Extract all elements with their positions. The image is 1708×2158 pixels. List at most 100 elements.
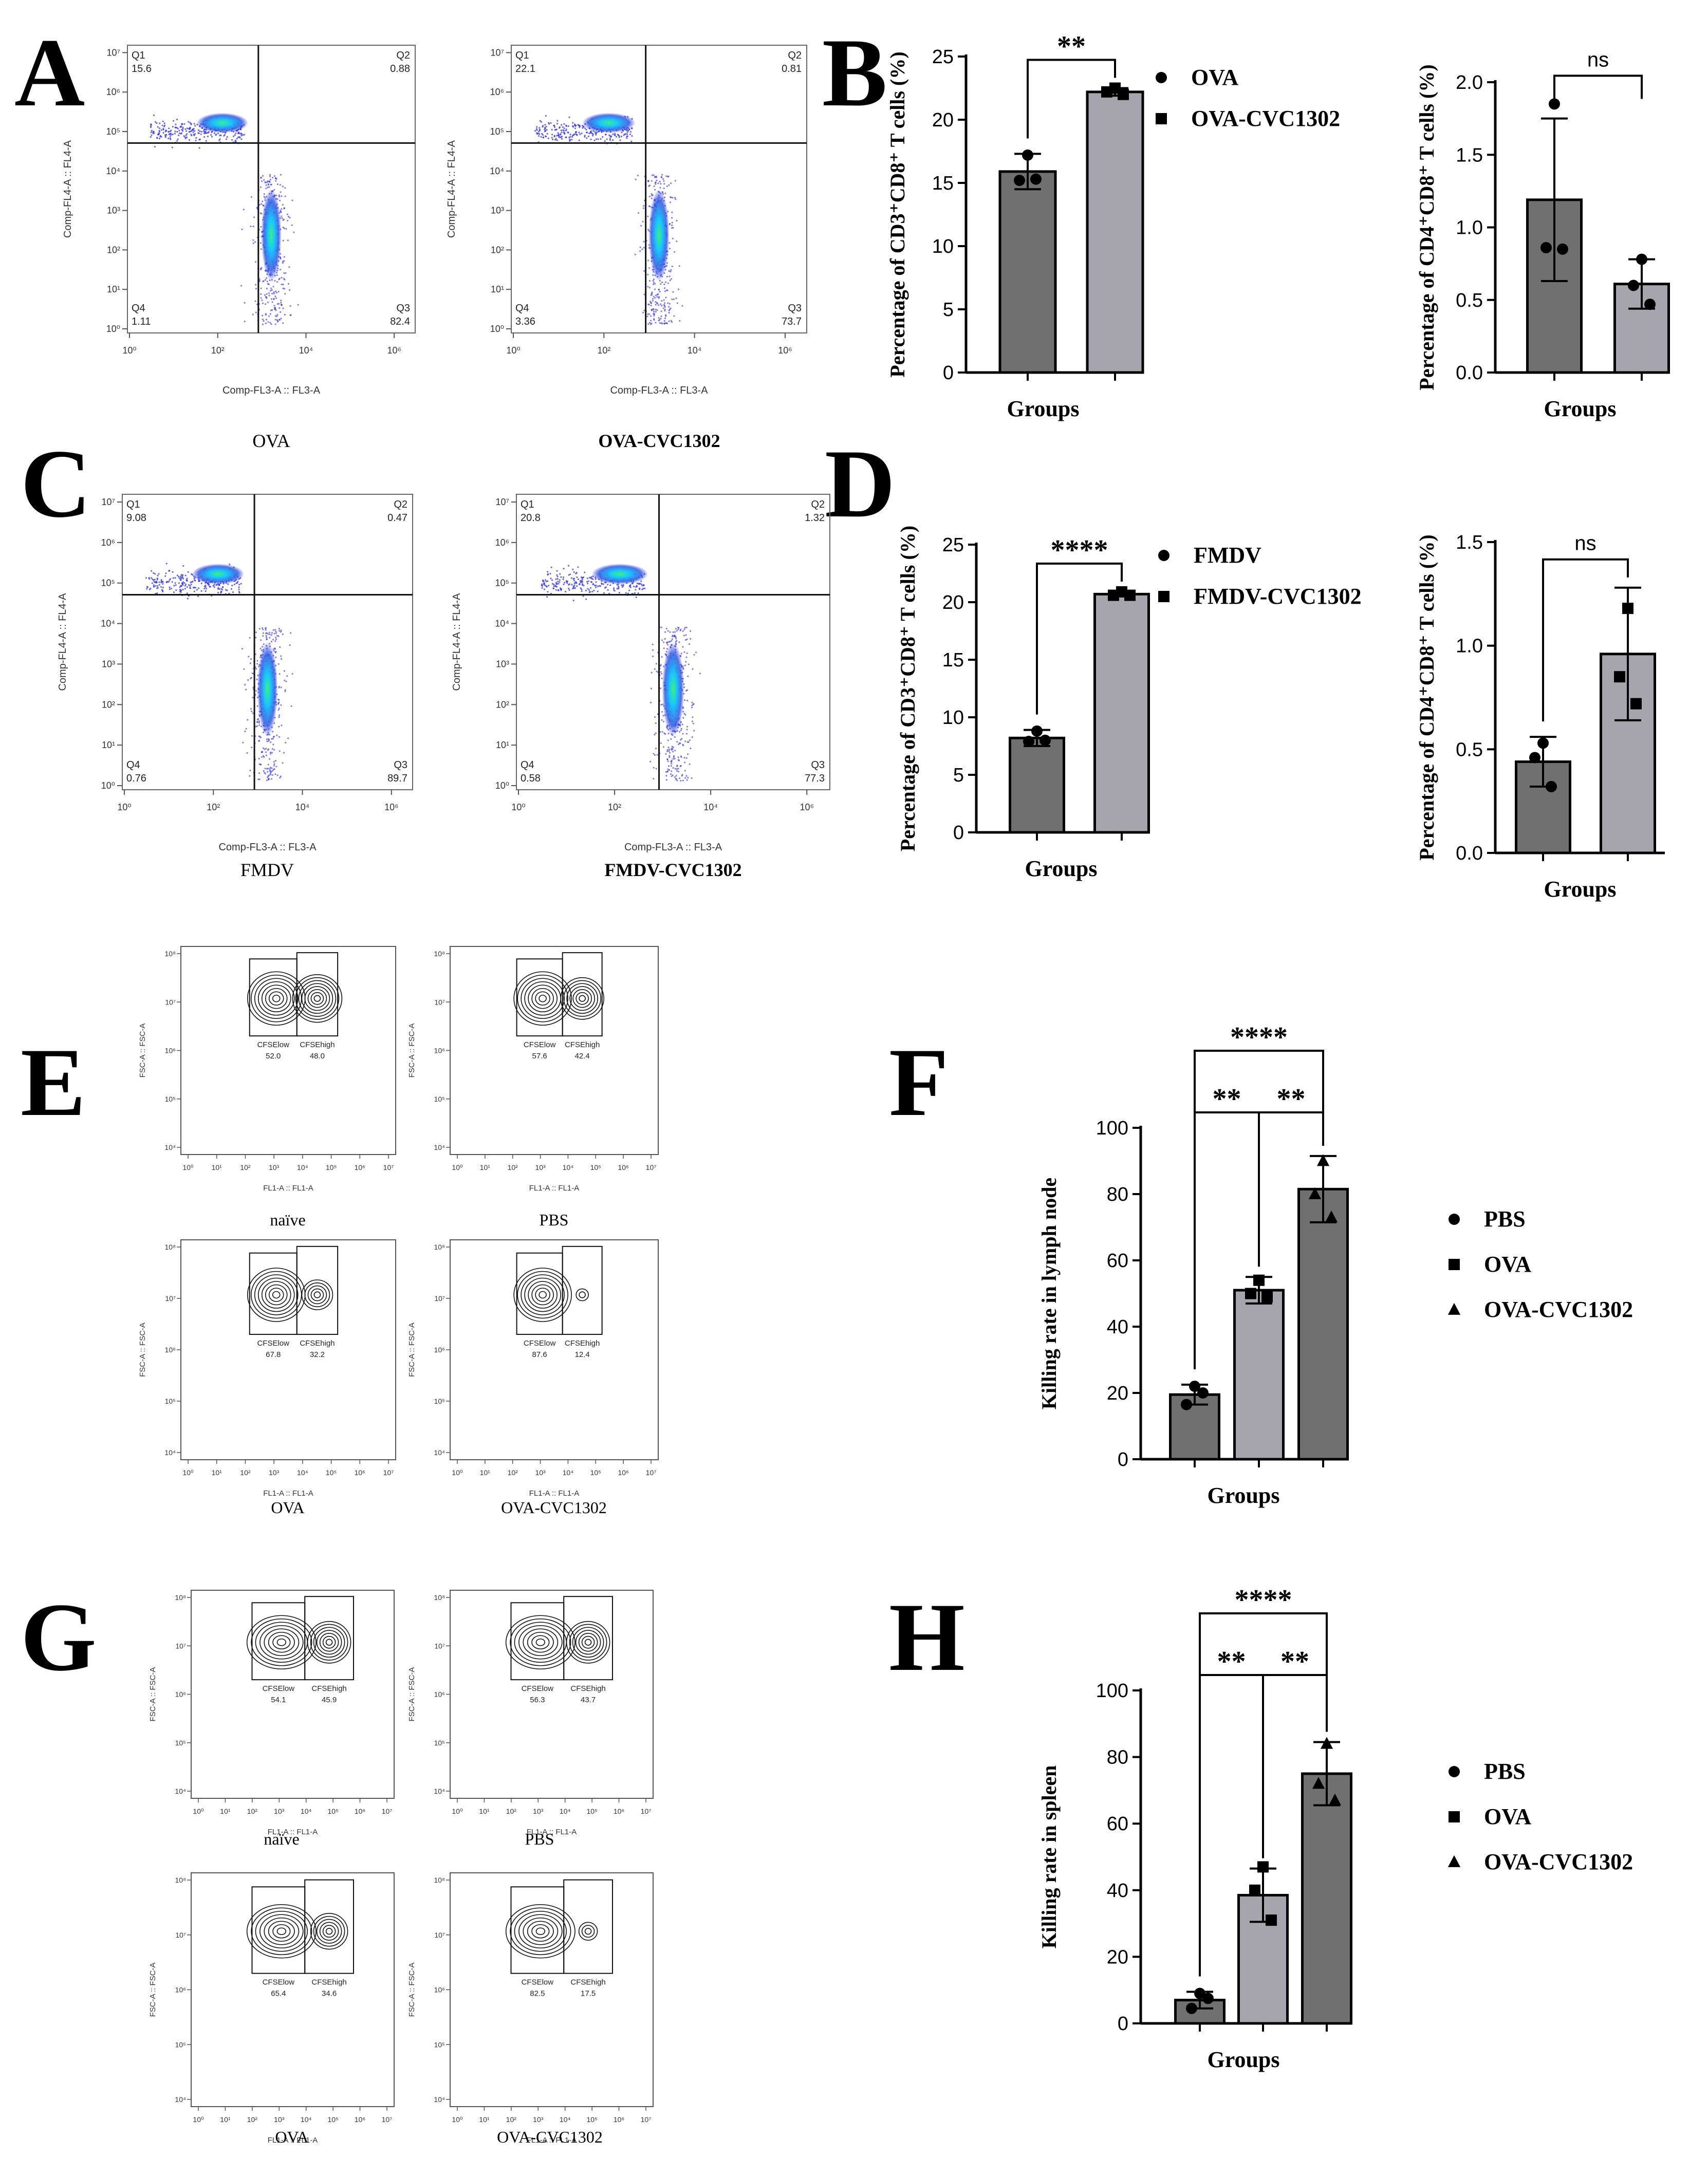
event-dot bbox=[541, 133, 543, 135]
event-dot bbox=[266, 319, 268, 321]
event-dot bbox=[186, 586, 188, 588]
event-dot bbox=[212, 585, 214, 587]
quadrant-value-q1: 22.1 bbox=[515, 63, 535, 75]
event-dot bbox=[684, 627, 686, 629]
y-tick-label: 10⁴ bbox=[434, 1448, 445, 1457]
event-dot bbox=[663, 187, 665, 190]
event-dot bbox=[597, 138, 599, 140]
y-tick-label: 10⁴ bbox=[175, 2095, 186, 2104]
x-tick-label: 10⁶ bbox=[800, 802, 813, 812]
event-dot bbox=[254, 653, 256, 655]
event-dot bbox=[284, 313, 286, 316]
event-dot bbox=[255, 311, 257, 313]
y-tick-label: 15 bbox=[932, 173, 954, 194]
event-dot bbox=[273, 189, 275, 191]
event-dot bbox=[653, 753, 655, 755]
event-dot bbox=[269, 768, 271, 770]
data-point bbox=[1636, 253, 1647, 265]
event-dot bbox=[676, 770, 678, 772]
x-tick-label: 10⁵ bbox=[326, 1468, 337, 1477]
event-dot bbox=[664, 192, 666, 194]
event-dot bbox=[156, 578, 158, 580]
event-dot bbox=[636, 582, 638, 584]
panel-letter-h: H bbox=[889, 1584, 965, 1691]
event-dot bbox=[289, 314, 291, 316]
event-dot bbox=[546, 133, 548, 135]
x-axis-label: Groups bbox=[1007, 396, 1079, 421]
y-tick-label: 10⁴ bbox=[106, 166, 120, 176]
event-dot bbox=[286, 213, 289, 215]
event-dot bbox=[551, 128, 553, 131]
event-dot bbox=[261, 751, 264, 753]
event-dot bbox=[664, 631, 666, 633]
event-dot bbox=[213, 586, 215, 588]
data-point bbox=[1546, 780, 1557, 792]
y-tick-label: 10³ bbox=[491, 206, 504, 216]
x-tick-label: 10⁷ bbox=[641, 2115, 652, 2124]
event-dot bbox=[278, 716, 280, 718]
event-dot bbox=[682, 717, 684, 719]
x-axis-label: FL1-A :: FL1-A bbox=[263, 1184, 313, 1193]
event-dot bbox=[669, 756, 671, 758]
event-dot bbox=[267, 283, 269, 285]
event-dot bbox=[669, 308, 671, 310]
event-dot bbox=[651, 672, 653, 674]
event-dot bbox=[184, 585, 186, 587]
event-dot bbox=[188, 584, 190, 586]
event-dot bbox=[680, 728, 682, 730]
event-dot bbox=[271, 289, 273, 291]
event-dot bbox=[642, 587, 644, 590]
event-dot bbox=[278, 708, 280, 710]
event-dot bbox=[544, 579, 547, 581]
gate-cfse-high bbox=[304, 1879, 355, 1974]
y-tick-label: 10⁶ bbox=[495, 537, 509, 548]
event-dot bbox=[536, 129, 538, 131]
quadrant-value-q2: 1.32 bbox=[805, 512, 825, 524]
event-dot bbox=[680, 779, 682, 782]
event-dot bbox=[545, 125, 547, 128]
event-dot bbox=[572, 600, 574, 602]
event-dot bbox=[251, 747, 253, 749]
event-dot bbox=[277, 663, 280, 665]
event-dot bbox=[656, 309, 658, 311]
event-dot bbox=[279, 750, 281, 752]
gate-value-low: 54.1 bbox=[271, 1696, 286, 1704]
gate-label-high: CFSEhigh bbox=[311, 1684, 346, 1693]
event-dot bbox=[233, 583, 235, 585]
event-dot bbox=[250, 226, 252, 228]
event-dot bbox=[280, 191, 282, 193]
event-dot bbox=[543, 588, 545, 590]
event-dot bbox=[582, 577, 584, 579]
event-dot bbox=[283, 670, 286, 672]
event-dot bbox=[611, 139, 614, 141]
event-dot bbox=[629, 131, 632, 133]
event-dot bbox=[554, 126, 556, 128]
event-dot bbox=[561, 138, 563, 140]
event-dot bbox=[576, 585, 578, 587]
y-axis-label: FSC-A :: FSC-A bbox=[148, 1667, 157, 1722]
y-tick-label: 40 bbox=[1107, 1880, 1128, 1902]
y-tick-label: 10⁷ bbox=[101, 497, 115, 507]
plot-frame bbox=[516, 494, 830, 790]
density-core-q1 bbox=[591, 564, 648, 585]
event-dot bbox=[258, 628, 261, 630]
event-dot bbox=[578, 132, 580, 134]
x-tick-label: 10⁴ bbox=[560, 1807, 571, 1815]
x-tick-label: 10⁰ bbox=[511, 802, 525, 812]
event-dot bbox=[200, 131, 202, 133]
event-dot bbox=[572, 125, 574, 127]
contour-ring-low bbox=[514, 1910, 567, 1952]
event-dot bbox=[190, 583, 192, 585]
contour-ring-low bbox=[524, 1277, 561, 1312]
event-dot bbox=[571, 584, 573, 586]
bar-ova-cvc1302 bbox=[1086, 90, 1144, 374]
event-dot bbox=[642, 207, 645, 209]
event-dot bbox=[592, 133, 594, 135]
event-dot bbox=[647, 229, 649, 231]
event-dot bbox=[219, 134, 221, 137]
event-dot bbox=[661, 673, 663, 675]
y-tick-label: 10⁷ bbox=[434, 1294, 445, 1303]
event-dot bbox=[661, 305, 663, 307]
event-dot bbox=[267, 180, 269, 182]
